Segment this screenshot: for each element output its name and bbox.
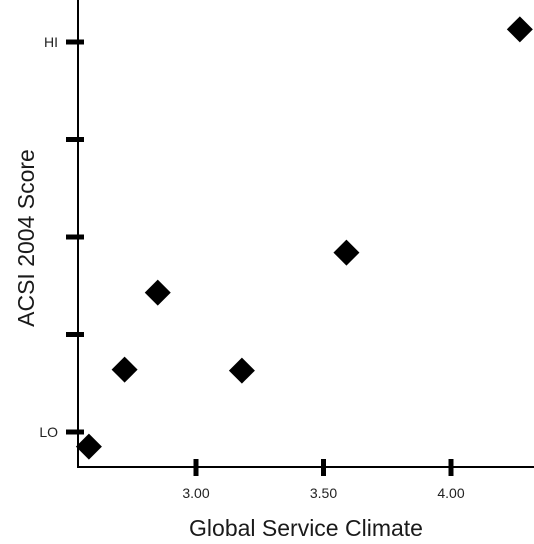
data-point (333, 239, 360, 266)
x-axis-ticks: 3.00 3.50 4.00 (182, 459, 465, 501)
data-point (75, 433, 102, 460)
data-point (111, 356, 138, 383)
y-tick-label: LO (39, 424, 58, 440)
x-axis-title: Global Service Climate (189, 515, 423, 541)
data-point (228, 357, 255, 384)
x-tick-label: 3.00 (182, 485, 209, 501)
data-point (506, 16, 533, 43)
x-tick-label: 3.50 (310, 485, 337, 501)
plot-frame (77, 0, 534, 468)
x-tick-label: 4.00 (437, 485, 464, 501)
y-tick-label: HI (44, 34, 58, 50)
data-point (144, 279, 171, 306)
y-axis-ticks: LO HI (39, 34, 84, 440)
y-axis-title: ACSI 2004 Score (13, 149, 39, 327)
data-points (75, 16, 533, 460)
